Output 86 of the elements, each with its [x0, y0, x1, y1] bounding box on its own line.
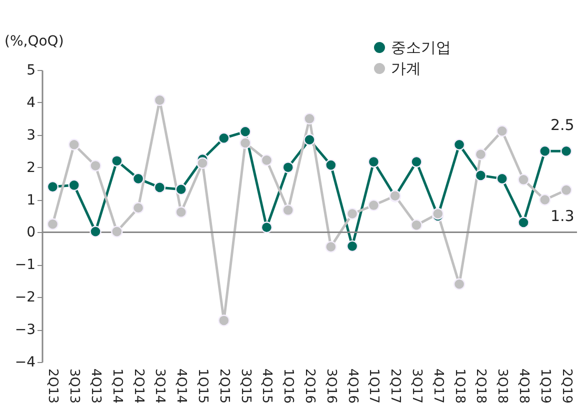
point: [539, 194, 551, 206]
point: [474, 148, 487, 160]
x-tick-label: 2Q14: [130, 368, 146, 404]
point: [432, 208, 444, 220]
y-axis-title: (%,QoQ): [4, 34, 64, 50]
point: [496, 172, 508, 185]
point: [304, 134, 316, 146]
point: [518, 174, 530, 186]
point: [46, 180, 59, 193]
x-tick-label: 1Q15: [195, 368, 210, 404]
y-tick-label: 4: [26, 94, 36, 111]
point: [260, 154, 273, 166]
x-tick-label: 4Q14: [174, 368, 189, 404]
point: [560, 184, 572, 196]
point: [196, 157, 208, 169]
y-tick-label: −2: [14, 290, 36, 306]
point: [111, 226, 123, 238]
point: [410, 156, 422, 168]
point: [496, 125, 508, 137]
data-label: 1.3: [550, 207, 574, 226]
point: [175, 206, 187, 218]
x-tick-label: 1Q18: [452, 368, 467, 404]
y-tick-label: −3: [14, 322, 36, 338]
point: [539, 145, 551, 157]
point: [453, 138, 466, 150]
x-tick-label: 4Q15: [259, 368, 274, 404]
x-tick-label: 4Q13: [88, 368, 103, 404]
point: [453, 278, 466, 290]
x-tick-label: 1Q16: [280, 368, 296, 404]
point: [282, 204, 294, 216]
point: [368, 156, 380, 168]
point: [346, 208, 358, 220]
x-tick-label: 3Q13: [66, 368, 82, 404]
point: [239, 126, 252, 138]
x-tick-label: 3Q16: [323, 368, 338, 404]
x-tick-label: 2Q16: [302, 368, 317, 404]
point: [111, 155, 123, 167]
point: [304, 112, 316, 124]
x-tick-label: 4Q16: [344, 368, 360, 404]
y-tick-label: 5: [26, 62, 36, 78]
x-tick-label: 3Q14: [152, 368, 168, 404]
legend-label: 가계: [391, 60, 421, 78]
x-tick-label: 1Q19: [537, 368, 552, 404]
y-tick-label: −4: [14, 354, 36, 370]
x-tick-label: 2Q19: [558, 368, 574, 404]
point: [368, 199, 380, 212]
y-tick-label: 1: [26, 192, 36, 208]
y-tick-label: −1: [14, 257, 36, 274]
point: [46, 218, 59, 230]
x-tick-label: 3Q17: [409, 368, 424, 404]
x-tick-label: 2Q18: [473, 368, 488, 404]
point: [560, 145, 572, 157]
point: [68, 138, 80, 150]
point: [239, 137, 252, 149]
point: [154, 94, 166, 106]
point: [410, 219, 422, 231]
y-tick-label: 0: [26, 224, 36, 241]
point: [68, 179, 80, 192]
x-tick-label: 4Q17: [430, 368, 446, 404]
x-tick-label: 4Q18: [516, 368, 531, 404]
x-tick-label: 2Q13: [45, 368, 60, 404]
point: [90, 226, 102, 238]
legend-label: 중소기업: [391, 38, 451, 56]
point: [346, 240, 358, 252]
x-tick-label: 1Q14: [109, 368, 124, 404]
point: [518, 216, 530, 228]
point: [474, 170, 487, 182]
x-tick-label: 3Q15: [238, 368, 253, 404]
x-tick-label: 1Q17: [366, 368, 382, 404]
point: [325, 159, 337, 171]
point: [218, 314, 230, 326]
data-label: 2.5: [550, 116, 574, 134]
point: [132, 202, 144, 214]
x-tick-label: 3Q18: [494, 368, 510, 404]
y-tick-label: 3: [26, 127, 36, 144]
point: [218, 132, 230, 144]
point: [282, 162, 294, 174]
point: [154, 182, 166, 194]
point: [325, 240, 337, 253]
x-tick-label: 2Q17: [388, 368, 403, 404]
y-tick-label: 2: [26, 160, 36, 176]
point: [175, 184, 187, 196]
point: [260, 222, 273, 234]
x-tick-label: 2Q15: [216, 368, 232, 404]
point: [132, 172, 144, 185]
point: [90, 160, 102, 172]
